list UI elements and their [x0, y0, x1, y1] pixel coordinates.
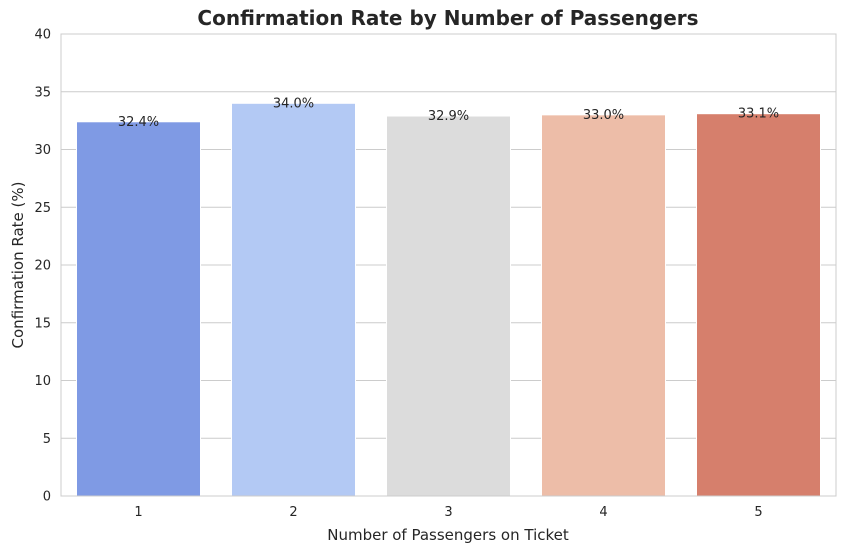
x-tick-label: 1: [134, 505, 142, 520]
y-tick-label: 10: [34, 374, 51, 389]
bar-value-label: 32.4%: [118, 115, 159, 130]
y-tick-label: 0: [43, 490, 51, 505]
x-tick-label: 3: [444, 505, 452, 520]
y-axis-ticks: 0 5 10 15 20 25 30 35 40: [34, 28, 51, 505]
bar-value-label: 34.0%: [273, 96, 314, 111]
bar-3: [386, 115, 511, 497]
chart-title: Confirmation Rate by Number of Passenger…: [197, 6, 698, 30]
x-tick-label: 2: [289, 505, 297, 520]
bar-2: [231, 102, 356, 497]
bar-1: [76, 121, 201, 497]
y-tick-label: 5: [43, 432, 51, 447]
bar-value-label: 32.9%: [428, 109, 469, 124]
y-tick-label: 25: [34, 201, 51, 216]
bar-value-label: 33.1%: [738, 107, 779, 122]
y-tick-label: 40: [34, 28, 51, 43]
x-tick-label: 4: [599, 505, 607, 520]
bar-4: [541, 114, 666, 497]
bars: [76, 102, 821, 497]
x-axis-ticks: 1 2 3 4 5: [134, 505, 762, 520]
y-axis-label: Confirmation Rate (%): [9, 182, 27, 349]
bar-value-label: 33.0%: [583, 108, 624, 123]
y-tick-label: 20: [34, 259, 51, 274]
plot-frame: [60, 33, 837, 497]
bar-5: [696, 113, 821, 497]
data-labels: 32.4% 34.0% 32.9% 33.0% 33.1%: [118, 96, 779, 129]
x-axis-label: Number of Passengers on Ticket: [327, 526, 569, 544]
y-tick-label: 30: [34, 143, 51, 158]
x-tick-label: 5: [754, 505, 762, 520]
y-tick-label: 35: [34, 85, 51, 100]
y-tick-label: 15: [34, 316, 51, 331]
